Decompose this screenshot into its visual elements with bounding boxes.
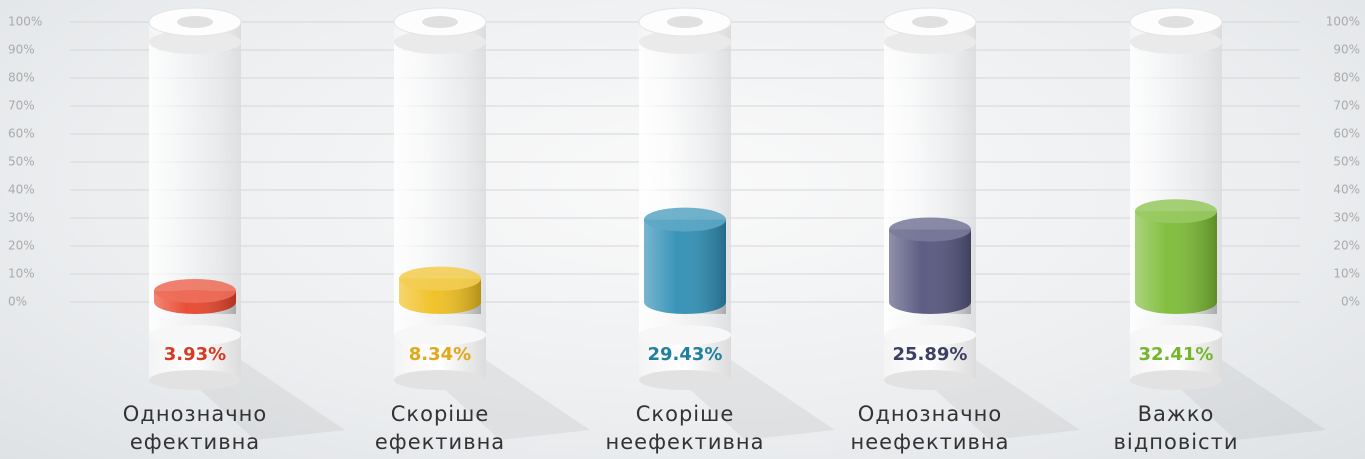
- tube-cap-hole: [422, 16, 458, 28]
- y-tick-label-right: 90%: [1333, 43, 1360, 57]
- bar-top-light: [644, 207, 726, 232]
- y-tick-label: 20%: [8, 239, 35, 253]
- value-label: 25.89%: [893, 344, 968, 365]
- y-tick-label-right: 30%: [1333, 211, 1360, 225]
- tube-cap-hole: [177, 16, 213, 28]
- y-tick-label: 50%: [8, 155, 35, 169]
- tube-cap-hole: [1158, 16, 1194, 28]
- tube-base-top: [1130, 325, 1222, 345]
- bar-top-light: [399, 266, 481, 291]
- tube-cap-bottom: [394, 30, 486, 54]
- y-tick-label: 80%: [8, 71, 35, 85]
- bar-top: [1135, 199, 1217, 224]
- y-tick-label: 70%: [8, 99, 35, 113]
- bar-shade: [1135, 211, 1217, 314]
- category-label: Важко відповісти: [1113, 402, 1239, 454]
- tube-cap-hole: [912, 16, 948, 28]
- bar-top: [889, 217, 971, 242]
- tube-cap-hole: [667, 16, 703, 28]
- tube-base-bottom: [394, 370, 486, 390]
- y-tick-label: 40%: [8, 183, 35, 197]
- y-tick-label-right: 100%: [1326, 15, 1360, 29]
- y-tick-label-right: 20%: [1333, 239, 1360, 253]
- y-tick-label-right: 0%: [1341, 295, 1360, 309]
- y-tick-label: 10%: [8, 267, 35, 281]
- bar-shade: [644, 219, 726, 314]
- bar-shade: [889, 229, 971, 314]
- y-tick-label-right: 50%: [1333, 155, 1360, 169]
- tube-base-top: [884, 325, 976, 345]
- y-tick-label: 30%: [8, 211, 35, 225]
- value-label: 8.34%: [409, 344, 471, 365]
- bar-top-light: [1135, 199, 1217, 224]
- bar-top: [154, 278, 236, 303]
- y-tick-label: 100%: [8, 15, 42, 29]
- value-label: 3.93%: [164, 344, 226, 365]
- tube-base-top: [149, 325, 241, 345]
- tube-cap-bottom: [884, 30, 976, 54]
- tube-cap-bottom: [1130, 30, 1222, 54]
- y-tick-label-right: 40%: [1333, 183, 1360, 197]
- tube-base-bottom: [149, 370, 241, 390]
- y-tick-label: 60%: [8, 127, 35, 141]
- tube-base-bottom: [884, 370, 976, 390]
- category-label: Скоріше ефективна: [374, 402, 506, 454]
- tube-cap-bottom: [639, 30, 731, 54]
- category-label: Скоріше неефективна: [605, 402, 765, 454]
- bar-top-light: [154, 278, 236, 303]
- category-label: Однозначно ефективна: [122, 402, 268, 454]
- tube-cap-bottom: [149, 30, 241, 54]
- bar-top: [399, 266, 481, 291]
- tube-base-bottom: [1130, 370, 1222, 390]
- y-tick-label-right: 70%: [1333, 99, 1360, 113]
- tube-base-top: [394, 325, 486, 345]
- tube-base-top: [639, 325, 731, 345]
- tube: [149, 30, 241, 360]
- tube-base-bottom: [639, 370, 731, 390]
- value-label: 29.43%: [648, 344, 723, 365]
- bar-top-light: [889, 217, 971, 242]
- category-label: Однозначно неефективна: [850, 402, 1010, 454]
- y-tick-label: 0%: [8, 295, 27, 309]
- y-tick-label: 90%: [8, 43, 35, 57]
- y-tick-label-right: 10%: [1333, 267, 1360, 281]
- bar-top: [644, 207, 726, 232]
- y-tick-label-right: 80%: [1333, 71, 1360, 85]
- y-tick-label-right: 60%: [1333, 127, 1360, 141]
- value-label: 32.41%: [1139, 344, 1214, 365]
